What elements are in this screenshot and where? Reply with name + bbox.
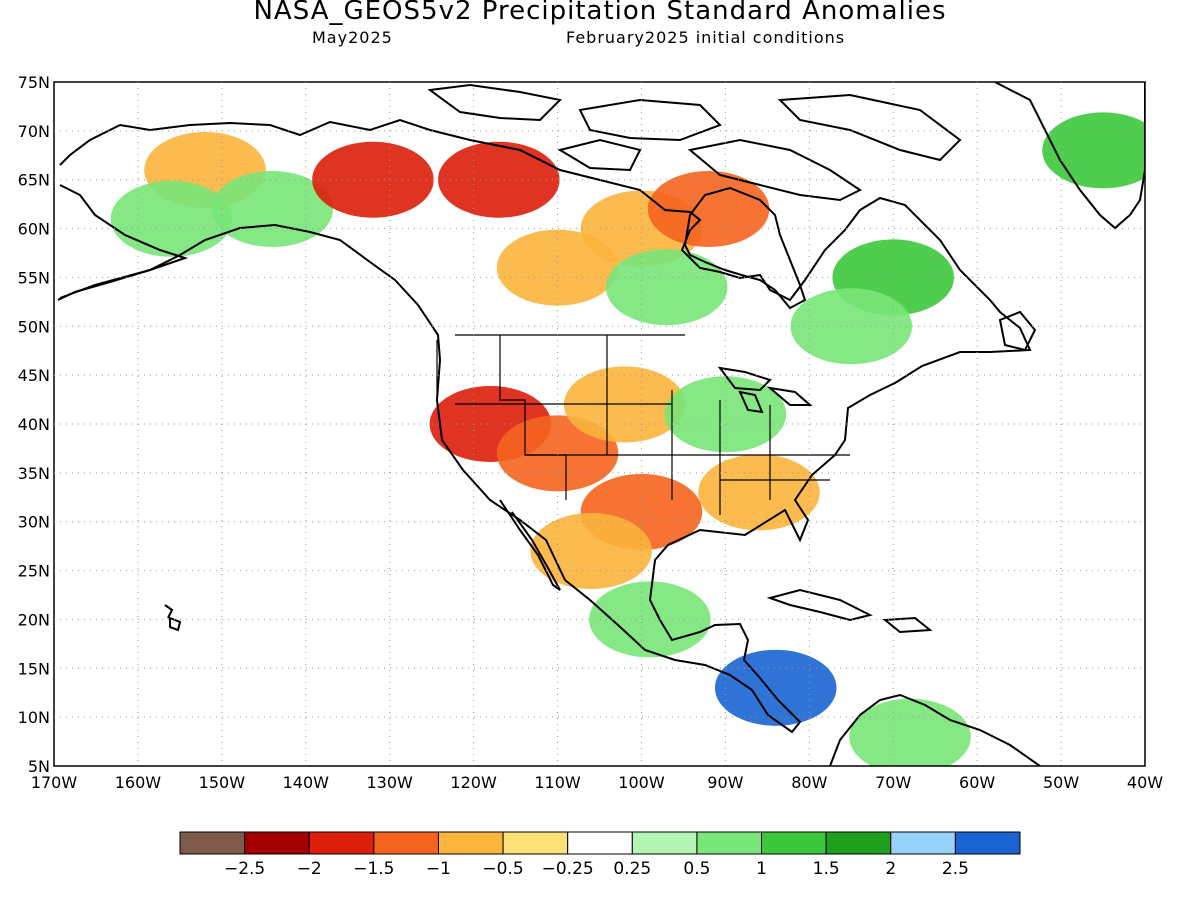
- anomaly-region-hudson-east-dry: [647, 171, 770, 248]
- colorbar-label: −0.5: [482, 859, 523, 879]
- lon-label: 130W: [367, 773, 414, 792]
- lon-label: 170W: [31, 773, 78, 792]
- lon-label: 110W: [534, 773, 581, 792]
- colorbar-swatch: [373, 831, 439, 855]
- colorbar-swatch: [179, 831, 246, 855]
- colorbar-label: −2.5: [224, 859, 265, 879]
- colorbar-swatch: [954, 831, 1021, 855]
- colorbar-label: −1.5: [353, 859, 394, 879]
- anomaly-region-canada-central-wet: [605, 249, 728, 326]
- lon-label: 40W: [1127, 773, 1163, 792]
- lon-label: 60W: [959, 773, 995, 792]
- colorbar-label: −0.25: [542, 859, 594, 879]
- longitude-labels: 170W 160W 150W 140W 130W 120W 110W 100W 90W 80W 70…: [31, 773, 1163, 792]
- lon-label: 120W: [450, 773, 497, 792]
- lat-label: 60N: [18, 220, 50, 239]
- anomaly-region-quebec-wet: [790, 288, 913, 365]
- colorbar-label: 0.25: [613, 859, 651, 879]
- colorbar: −2.5 −2 −1.5 −1 −0.5 −0.25 0.25 0.5 1 1.5 2 2.5: [179, 831, 1021, 879]
- anomaly-region-midwest-wet: [664, 376, 787, 453]
- lat-label: 45N: [18, 366, 50, 385]
- anomaly-region-south-america-wet: [849, 698, 971, 766]
- lat-label: 70N: [18, 122, 50, 141]
- map-title: NASA_GEOS5v2 Precipitation Standard Anom…: [253, 0, 947, 26]
- colorbar-label: −1: [426, 859, 451, 879]
- colorbar-label: 2: [885, 859, 896, 879]
- coastlines: [57, 82, 1145, 766]
- lon-label: 80W: [791, 773, 827, 792]
- colorbar-label: −2: [297, 859, 322, 879]
- colorbar-swatch: [567, 831, 633, 855]
- lon-label: 50W: [1043, 773, 1079, 792]
- anomaly-region-central-america-very-wet: [714, 649, 837, 726]
- colorbar-swatch: [308, 831, 375, 855]
- colorbar-label: 1.5: [813, 859, 840, 879]
- colorbar-swatch: [437, 831, 504, 855]
- lat-label: 35N: [18, 464, 50, 483]
- initial-conditions: February2025 initial conditions: [566, 28, 846, 47]
- anomaly-region-us-southeast-dry: [698, 454, 820, 531]
- lat-label: 30N: [18, 513, 50, 532]
- lat-label: 5N: [28, 757, 50, 776]
- lat-label: 65N: [18, 171, 50, 190]
- colorbar-label: 2.5: [942, 859, 969, 879]
- colorbar-swatch: [890, 831, 956, 855]
- lat-label: 75N: [18, 73, 50, 92]
- anomaly-region-greenland-wet: [1042, 112, 1145, 189]
- lat-label: 20N: [18, 610, 50, 629]
- forecast-month: May2025: [312, 28, 393, 47]
- lat-label: 40N: [18, 415, 50, 434]
- anomaly-field: [110, 112, 1145, 766]
- anomaly-region-alaska-sw-wet: [110, 180, 233, 257]
- colorbar-swatch: [502, 831, 569, 855]
- anomaly-region-prairies-dry: [496, 229, 619, 306]
- lon-label: 140W: [283, 773, 330, 792]
- colorbar-swatch: [825, 831, 892, 855]
- lon-label: 90W: [707, 773, 743, 792]
- colorbar-label: 1: [756, 859, 767, 879]
- lat-label: 55N: [18, 268, 50, 287]
- colorbar-label: 0.5: [683, 859, 710, 879]
- lon-label: 70W: [875, 773, 911, 792]
- lon-label: 100W: [618, 773, 665, 792]
- lat-label: 10N: [18, 708, 50, 727]
- colorbar-swatch: [761, 831, 827, 855]
- lat-label: 25N: [18, 562, 50, 581]
- us-state-borders: [436, 334, 850, 515]
- colorbar-swatch: [696, 831, 763, 855]
- colorbar-swatch: [244, 831, 310, 855]
- lat-label: 15N: [18, 659, 50, 678]
- lon-label: 160W: [115, 773, 162, 792]
- latitude-labels: 75N 70N 65N 60N 55N 50N 45N 40N 35N 30N 25N 20N 15N 1…: [18, 73, 50, 776]
- anomaly-region-mexico-south-wet: [589, 581, 711, 658]
- colorbar-swatch: [631, 831, 698, 855]
- lat-label: 50N: [18, 317, 50, 336]
- lat-lon-gridlines: [54, 82, 1145, 766]
- lon-label: 150W: [199, 773, 246, 792]
